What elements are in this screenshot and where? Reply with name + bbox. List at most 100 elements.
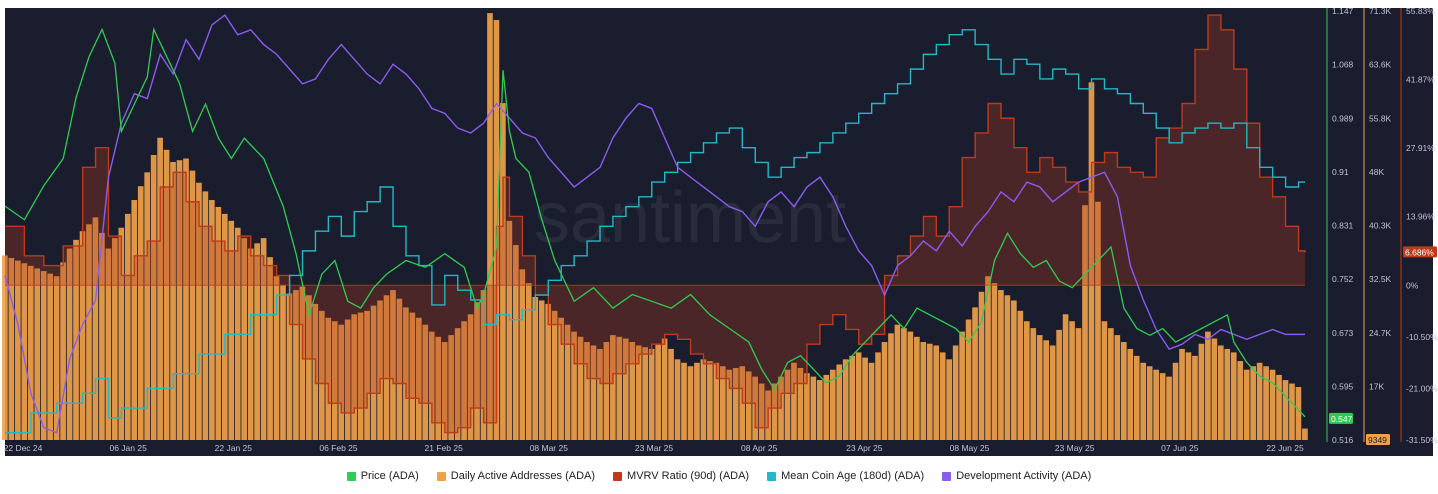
daa-bar [441,342,448,440]
daa-bar [829,369,836,440]
daa-bar [112,238,118,440]
daa-bar [513,245,519,440]
daa-bar [1023,321,1030,440]
daa-bar [150,155,157,440]
daa-bar [875,352,881,440]
daa-bar [118,227,125,440]
mvrv-fill [5,15,1305,433]
daa-bar [383,295,390,440]
x-tick-label: 08 Apr 25 [741,443,778,453]
legend-label: Price (ADA) [360,470,419,482]
daa-bar [364,310,370,440]
daa-bars [2,13,1308,441]
daa-bar [694,362,700,440]
daa-bar [1114,335,1121,440]
mvrv-tick-label: -21.00% [1406,383,1438,393]
daa-bar [771,383,778,440]
daa-bar [1185,352,1192,440]
daa-bar [506,220,513,440]
daa-bar [241,238,248,440]
daa-bar [1224,348,1231,440]
daa-bar [519,269,526,440]
daa-bar [532,296,539,440]
daa-bar [1101,321,1108,440]
daa-bar [280,284,286,440]
legend-item[interactable]: Daily Active Addresses (ADA) [436,470,595,482]
daa-bar [487,13,493,440]
daa-tick-label: 71.3K [1369,6,1392,16]
x-tick-label: 06 Jan 25 [109,443,147,453]
daa-bar [1140,362,1147,440]
x-tick-label: 23 Apr 25 [846,443,883,453]
daa-bar [1205,331,1211,440]
daa-bar [1289,383,1295,440]
daa-bar [668,348,674,440]
daa-bar [881,342,888,440]
daa-bar [461,321,467,440]
daa-bar [648,348,655,440]
daa-tick-label: 48K [1369,167,1384,177]
daa-bar [331,321,338,440]
x-tick-label: 21 Feb 25 [425,443,464,453]
daa-bar [318,310,325,440]
daa-bar [396,298,403,440]
daa-bar [124,213,131,440]
daa-bar [700,359,707,440]
series-lines [4,14,1306,434]
daa-bar [8,258,15,440]
legend-label: Mean Coin Age (180d) (ADA) [781,470,925,482]
daa-bar [610,335,616,440]
daa-bar [338,324,345,440]
mvrv-tick-label: 0% [1406,280,1419,290]
legend-item[interactable]: Mean Coin Age (180d) (ADA) [767,470,924,482]
daa-bar [629,342,636,440]
daa-bar [571,331,577,440]
daa-current-value: 9349 [1368,435,1387,445]
daa-bar [403,307,409,440]
legend-item[interactable]: Development Activity (ADA) [942,470,1091,482]
daa-bar [286,293,293,440]
legend-item[interactable]: MVRV Ratio (90d) (ADA) [613,470,749,482]
daa-bar [939,352,946,440]
price-tick-label: 0.752 [1332,274,1354,284]
daa-bar [907,331,914,440]
daa-bar [2,255,8,440]
daa-bar [15,260,21,440]
daa-bar [344,319,351,440]
daa-bar [726,369,733,440]
daa-bar [27,265,34,440]
daa-bar [590,345,597,440]
daa-bar [1146,366,1153,440]
daa-bar [817,380,823,440]
daa-bar [254,243,260,440]
daa-bar [823,374,830,440]
daa-bar [1237,361,1244,440]
daa-bar [435,336,442,440]
legend-item[interactable]: Price (ADA) [346,470,419,482]
daa-bar [1282,380,1289,440]
daa-bar [545,303,552,440]
daa-bar [1198,343,1205,440]
price-tick-label: 0.989 [1332,113,1354,123]
daa-bar [157,137,163,440]
daa-bar [189,170,196,440]
daa-bar [635,345,642,440]
daa-bar [474,302,480,440]
daa-bar [642,347,649,440]
legend-label: Development Activity (ADA) [956,470,1092,482]
daa-bar [551,310,558,440]
daa-bar [183,158,189,440]
daa-bar [797,367,804,440]
daa-bar [758,383,765,440]
daa-bar [1263,366,1269,440]
daa-bar [1011,300,1017,440]
daa-bar [480,290,487,440]
price-tick-label: 0.673 [1332,328,1354,338]
daa-bar [1192,355,1198,440]
daa-bar [1302,428,1308,440]
price-current-tag [1329,412,1353,424]
daa-tick-label: 55.8K [1369,113,1392,123]
daa-bar [597,348,603,440]
price-line [4,27,1306,418]
daa-bar [933,345,940,440]
